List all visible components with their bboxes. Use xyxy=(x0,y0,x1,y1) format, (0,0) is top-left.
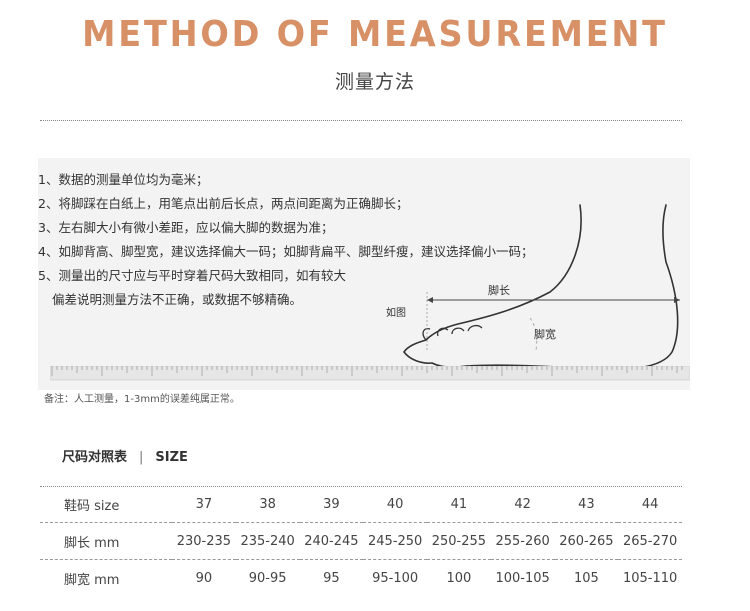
note-item: 2、将脚踩在白纸上，用笔点出前后长点，两点间距离为正确脚长； xyxy=(38,196,409,211)
divider-top xyxy=(40,120,682,121)
table-cell: 90-95 xyxy=(248,570,287,586)
table-cell: 255-260 xyxy=(495,533,550,549)
measurement-remark: 备注：人工测量，1-3mm的误差纯属正常。 xyxy=(44,394,240,405)
foot-width-label: 脚宽 xyxy=(534,327,556,341)
table-cell: 38 xyxy=(259,496,276,512)
table-cell: 100-105 xyxy=(495,570,550,586)
table-cell: 265-270 xyxy=(622,533,678,549)
size-section-title: 尺码对照表 xyxy=(62,450,128,465)
table-cell: 235-240 xyxy=(240,533,295,549)
table-row: 脚长 mm 230-235 235-240 240-245 245-250 25… xyxy=(40,523,682,560)
table-cell: 90 xyxy=(195,570,213,586)
size-section-title-en: SIZE xyxy=(155,450,188,465)
foot-length-label: 脚长 xyxy=(488,283,510,297)
table-cell: 105 xyxy=(573,570,599,586)
table-cell: 44 xyxy=(641,496,659,512)
note-item: 1、数据的测量单位均为毫米； xyxy=(38,172,209,187)
example-label: 如图 xyxy=(386,306,406,319)
note-item: 偏差说明测量方法不正确，或数据不够精确。 xyxy=(52,292,303,307)
foot-outline-icon xyxy=(403,204,679,371)
page-subtitle: 测量方法 xyxy=(334,71,415,93)
note-item: 3、左右脚大小有微小差距，应以偏大脚的数据为准； xyxy=(38,220,334,235)
page-title: METHOD OF MEASUREMENT xyxy=(82,14,668,55)
table-cell: 43 xyxy=(578,496,595,512)
foot-measurement-illustration: 脚长 如图 脚宽 xyxy=(386,204,680,371)
row-header: 脚长 mm xyxy=(64,535,120,551)
measurement-panel xyxy=(38,158,690,390)
table-cell: 39 xyxy=(323,496,340,512)
table-cell: 230-235 xyxy=(176,533,232,549)
table-row: 脚宽 mm 90 90-95 95 95-100 100 100-105 105… xyxy=(40,560,682,597)
note-item: 4、如脚背高、脚型宽，建议选择偏大一码；如脚背扁平、脚型纤瘦，建议选择偏小一码； xyxy=(38,244,534,259)
table-cell: 37 xyxy=(195,496,213,512)
table-cell: 95 xyxy=(323,570,340,586)
table-cell: 105-110 xyxy=(622,570,678,586)
table-cell: 40 xyxy=(386,496,404,512)
table-cell: 100 xyxy=(446,570,472,586)
table-cell: 240-245 xyxy=(304,533,359,549)
table-cell: 95-100 xyxy=(372,570,419,586)
divider-size-table-top xyxy=(40,486,682,487)
table-cell: 260-265 xyxy=(559,533,614,549)
size-section-header: 尺码对照表 | SIZE xyxy=(62,446,188,465)
table-cell: 245-250 xyxy=(367,533,423,549)
size-chart-table: 鞋码 size 37 38 39 40 41 42 43 44 脚长 mm 23… xyxy=(40,486,682,596)
table-cell: 41 xyxy=(450,496,468,512)
row-header: 脚宽 mm xyxy=(64,572,120,588)
ruler-icon xyxy=(50,366,690,381)
table-row: 鞋码 size 37 38 39 40 41 42 43 44 xyxy=(40,486,682,523)
measurement-notes: 1、数据的测量单位均为毫米； 2、将脚踩在白纸上，用笔点出前后长点，两点间距离为… xyxy=(38,168,533,312)
row-header: 鞋码 size xyxy=(64,498,120,514)
table-cell: 250-255 xyxy=(431,533,487,549)
table-cell: 42 xyxy=(514,496,531,512)
size-section-separator: | xyxy=(139,450,144,465)
note-item: 5、测量出的尺寸应与平时穿着尺码大致相同，如有较大 xyxy=(38,268,346,283)
